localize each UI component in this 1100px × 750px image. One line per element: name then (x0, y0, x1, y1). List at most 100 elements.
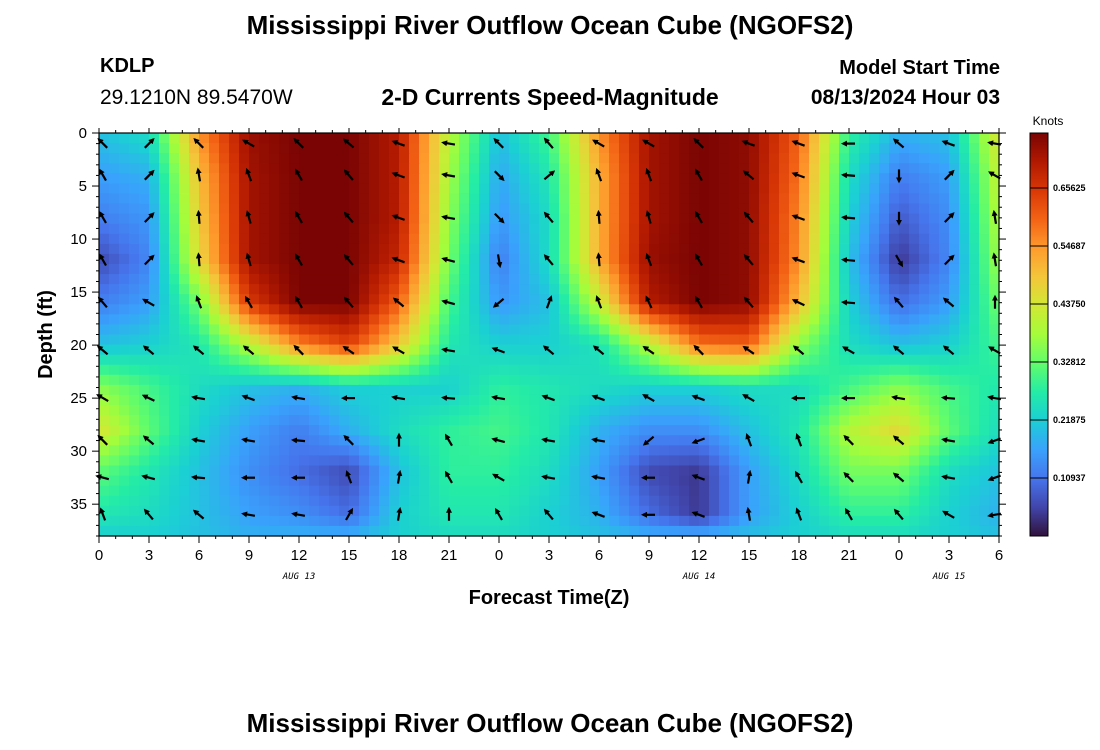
heatmap-cell (929, 344, 940, 356)
heatmap-cell (299, 394, 310, 406)
heatmap-cell (899, 233, 910, 245)
heatmap-cell (559, 143, 570, 154)
heatmap-cell (879, 525, 890, 537)
heatmap-cell (939, 475, 950, 487)
heatmap-cell (499, 344, 510, 356)
heatmap-cell (739, 223, 750, 235)
heatmap-cell (559, 495, 570, 507)
heatmap-cell (649, 354, 660, 366)
heatmap-cell (109, 354, 120, 366)
heatmap-cell (659, 475, 670, 487)
heatmap-cell (299, 213, 310, 225)
current-vector-arrow (144, 169, 155, 181)
heatmap-cell (509, 445, 520, 456)
heatmap-cell (819, 324, 830, 336)
heatmap-cell (469, 294, 480, 305)
heatmap-cell (189, 405, 200, 416)
heatmap-cell (579, 304, 590, 315)
heatmap-cell (979, 405, 990, 416)
heatmap-cell (469, 525, 480, 537)
heatmap-cell (909, 133, 920, 144)
heatmap-cell (289, 425, 300, 436)
heatmap-cell (779, 263, 790, 275)
heatmap-cell (969, 153, 980, 164)
heatmap-cell (359, 294, 370, 305)
heatmap-cell (409, 223, 420, 235)
heatmap-cell (229, 203, 240, 215)
heatmap-cell (629, 465, 640, 477)
heatmap-cell (399, 274, 410, 285)
heatmap-cell (729, 253, 740, 265)
heatmap-cell (439, 243, 450, 255)
heatmap-cell (369, 263, 380, 275)
heatmap-cell (509, 495, 520, 507)
heatmap-cell (569, 515, 580, 527)
heatmap-cell (139, 455, 150, 467)
heatmap-cell (429, 505, 440, 517)
heatmap-cell (349, 304, 360, 315)
heatmap-cell (769, 203, 780, 215)
current-vector-arrow (691, 474, 705, 481)
heatmap-cell (529, 304, 540, 315)
heatmap-cell (329, 485, 340, 497)
heatmap-cell (669, 515, 680, 527)
heatmap-cell (769, 163, 780, 174)
heatmap-cell (379, 193, 390, 205)
heatmap-cell (729, 354, 740, 366)
current-vector-arrow (242, 345, 255, 356)
heatmap-cell (759, 314, 770, 326)
heatmap-cell (749, 455, 760, 467)
heatmap-cell (869, 133, 880, 144)
heatmap-cell (949, 445, 960, 456)
heatmap-cell (119, 374, 130, 386)
heatmap-cell (939, 485, 950, 497)
heatmap-cell (269, 384, 280, 396)
heatmap-cell (629, 304, 640, 315)
heatmap-cell (579, 515, 590, 527)
heatmap-cell (669, 193, 680, 205)
heatmap-cell (849, 183, 860, 195)
heatmap-cell (869, 163, 880, 174)
heatmap-cell (519, 274, 530, 285)
heatmap-cell (419, 203, 430, 215)
heatmap-cell (489, 425, 500, 436)
heatmap-cell (219, 405, 230, 416)
heatmap-cell (849, 304, 860, 315)
heatmap-cell (339, 405, 350, 416)
heatmap-cell (529, 314, 540, 326)
heatmap-cell (919, 384, 930, 396)
heatmap-cell (549, 374, 560, 386)
heatmap-cell (689, 233, 700, 245)
heatmap-cell (199, 475, 210, 487)
heatmap-cell (559, 324, 570, 336)
heatmap-cell (989, 354, 1000, 366)
heatmap-cell (899, 425, 910, 436)
heatmap-cell (239, 314, 250, 326)
heatmap-cell (449, 263, 460, 275)
heatmap-cell (129, 324, 140, 336)
heatmap-cell (969, 485, 980, 497)
heatmap-cell (219, 314, 230, 326)
heatmap-cell (869, 193, 880, 205)
heatmap-cell (99, 334, 110, 346)
heatmap-cell (779, 324, 790, 336)
heatmap-cell (329, 133, 340, 144)
heatmap-cell (189, 324, 200, 336)
heatmap-cell (409, 294, 420, 305)
heatmap-cell (709, 374, 720, 386)
heatmap-cell (379, 183, 390, 195)
heatmap-cell (519, 183, 530, 195)
heatmap-cell (199, 263, 210, 275)
heatmap-cell (129, 445, 140, 456)
heatmap-cell (329, 465, 340, 477)
heatmap-cell (869, 475, 880, 487)
heatmap-cell (869, 203, 880, 215)
heatmap-cell (279, 384, 290, 396)
heatmap-cell (819, 263, 830, 275)
heatmap-cell (379, 233, 390, 245)
heatmap-cell (919, 394, 930, 406)
heatmap-cell (189, 515, 200, 527)
heatmap-cell (179, 445, 190, 456)
current-vector-arrow (591, 474, 606, 481)
heatmap-cell (929, 143, 940, 154)
